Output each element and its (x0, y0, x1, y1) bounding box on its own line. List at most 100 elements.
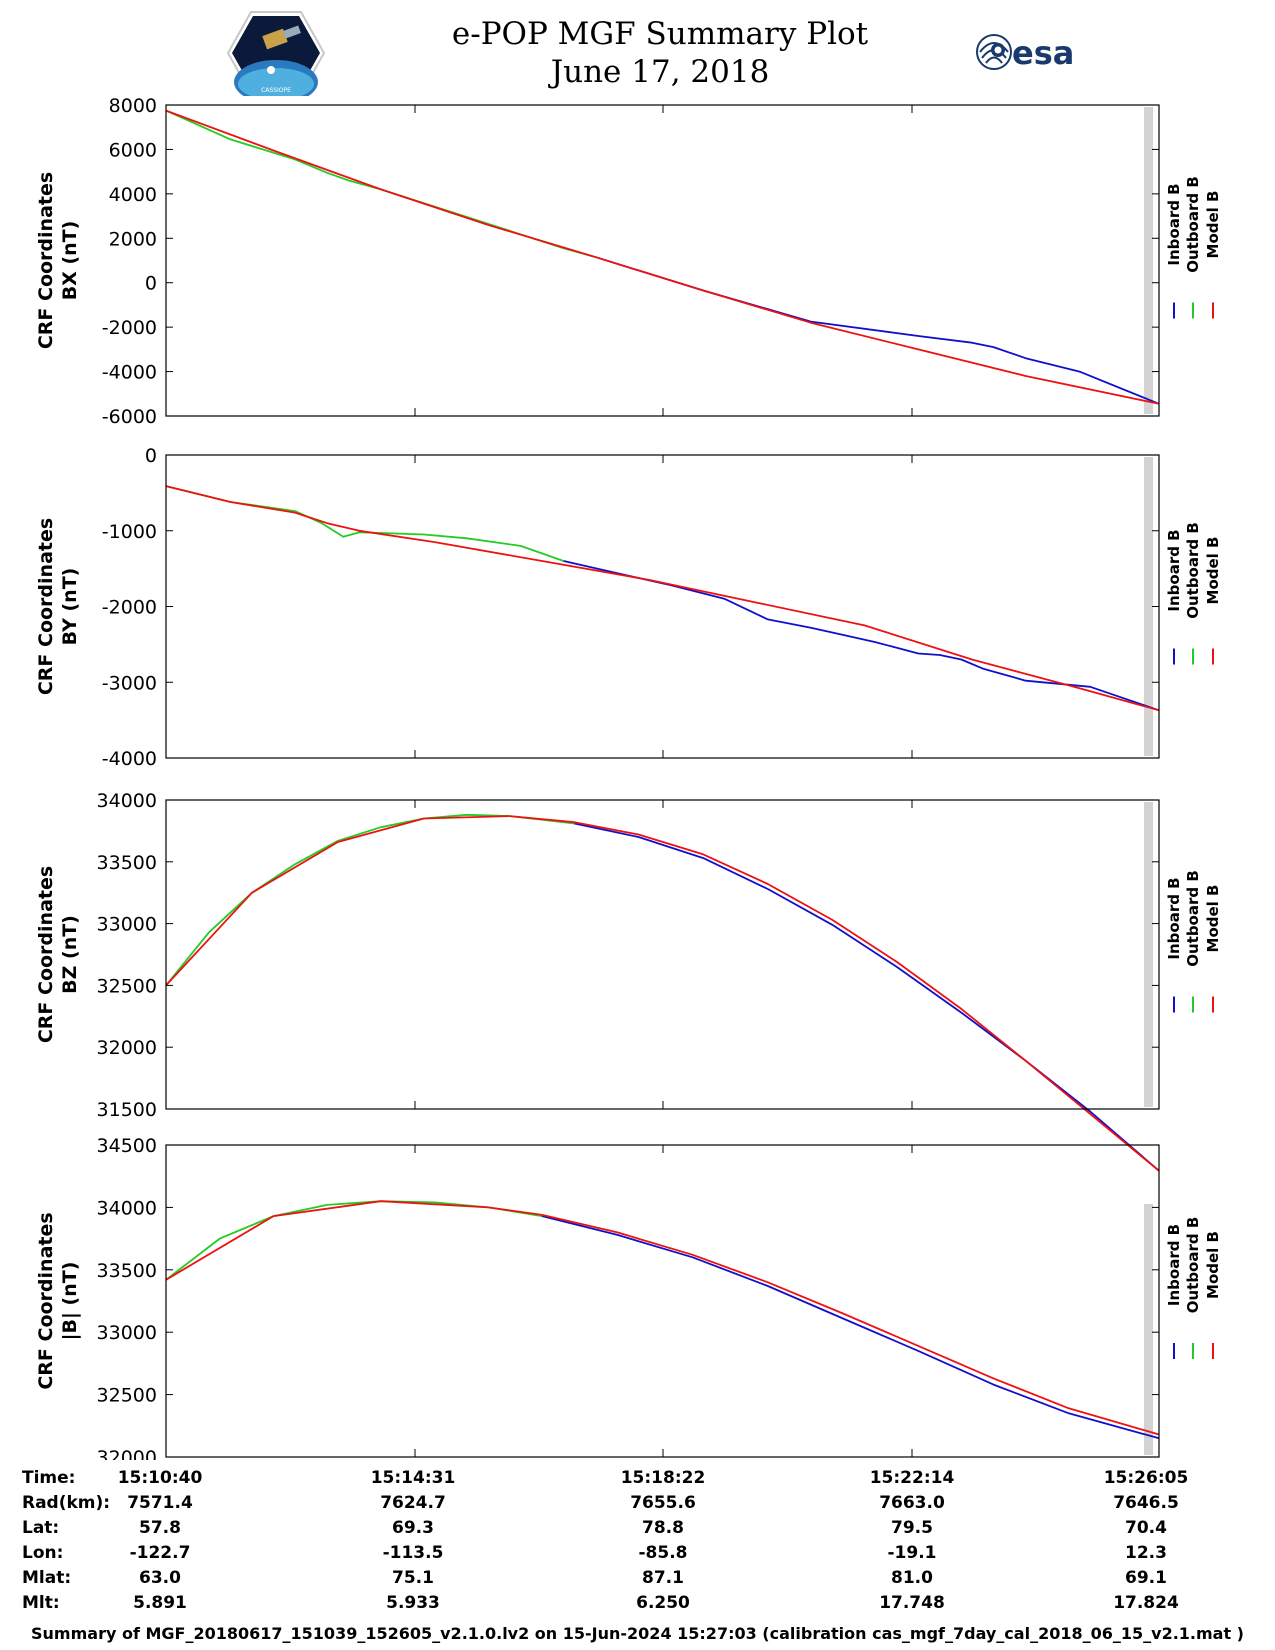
series-line-outboard-b (165, 485, 564, 562)
legend-label-outboard: Outboard B (1184, 522, 1202, 619)
data-gap-band (1144, 107, 1153, 414)
ephemeris-value-rad: 7646.5 (1113, 1493, 1179, 1513)
esa-logo-text: esa (1012, 34, 1074, 72)
series-line-inboard-b (541, 1215, 1160, 1440)
mgf-summary-charts: 8000 6000 4000 2000 0 -2000 -4000 -6000 CRF Coor… (35, 95, 1222, 1460)
legend-label-outboard: Outboard B (1184, 870, 1202, 967)
ephemeris-row-label: Rad(km): (22, 1493, 111, 1513)
y-tick-label: 0 (145, 445, 157, 467)
ephemeris-row-label: Lon: (22, 1543, 64, 1563)
chart-panel-4: 34500 34000 33500 33000 32500 32000 CRF Coordi… (35, 1135, 1222, 1460)
y-tick-label: -4000 (102, 748, 157, 770)
ephemeris-value-lon: -19.1 (887, 1543, 937, 1563)
y-tick-label: -6000 (102, 406, 157, 428)
legend-label-outboard: Outboard B (1184, 176, 1202, 273)
y-tick-label: 32500 (97, 975, 157, 997)
plot-title: e-POP MGF Summary Plot (451, 16, 869, 52)
y-tick-label: 34500 (97, 1135, 157, 1157)
series-line-model-b (165, 109, 1160, 405)
legend-label-model: Model B (1204, 191, 1222, 259)
y-tick-label: 33500 (97, 852, 157, 874)
ephemeris-value-rad: 7624.7 (380, 1493, 446, 1513)
data-gap-band (1144, 1204, 1153, 1455)
ephemeris-value-lat: 78.8 (642, 1518, 684, 1538)
series-line-outboard-b (165, 109, 597, 259)
plot-frame (165, 454, 1160, 759)
ephemeris-value-rad: 7571.4 (127, 1493, 193, 1513)
series-line-model-b (165, 485, 1160, 712)
ephemeris-value-time: 15:18:22 (620, 1468, 706, 1488)
series-line-inboard-b (563, 560, 1160, 712)
y-tick-label: 34000 (97, 1197, 157, 1219)
y-tick-label: -4000 (102, 362, 157, 384)
y-axis-unit-label: |B| (nT) (59, 1262, 81, 1341)
ephemeris-value-lat: 70.4 (1125, 1518, 1167, 1538)
ephemeris-value-mlt: 5.891 (133, 1593, 187, 1613)
y-axis-label: CRF Coordinates (35, 866, 57, 1043)
legend-label-outboard: Outboard B (1184, 1217, 1202, 1314)
y-tick-label: 32000 (97, 1447, 157, 1460)
data-gap-band (1144, 802, 1153, 1107)
ephemeris-row-label: Lat: (22, 1518, 60, 1538)
legend-label-model: Model B (1204, 1231, 1222, 1299)
ephemeris-value-lon: 12.3 (1125, 1543, 1167, 1563)
chart-panel-1: 8000 6000 4000 2000 0 -2000 -4000 -6000 CRF Coor… (35, 95, 1222, 428)
ephemeris-value-lat: 79.5 (891, 1518, 933, 1538)
y-tick-label: -1000 (102, 521, 157, 543)
series-line-outboard-b (165, 1200, 543, 1281)
y-axis-unit-label: BX (nT) (59, 221, 81, 301)
ephemeris-row-label: Mlt: (22, 1593, 60, 1613)
chart-panel-2: 0 -1000 -2000 -3000 -4000 CRF Coordinates BY (… (35, 445, 1222, 770)
y-tick-label: -2000 (102, 597, 157, 619)
y-axis-unit-label: BZ (nT) (59, 915, 81, 994)
y-axis-label: CRF Coordinates (35, 172, 57, 349)
y-tick-label: 33500 (97, 1260, 157, 1282)
ephemeris-value-time: 15:14:31 (370, 1468, 456, 1488)
ephemeris-value-mlat: 81.0 (891, 1568, 933, 1588)
ephemeris-value-lon: -85.8 (638, 1543, 688, 1563)
data-gap-band (1144, 457, 1153, 756)
y-tick-label: 34000 (97, 790, 157, 812)
y-tick-label: 4000 (109, 184, 157, 206)
ephemeris-value-mlt: 6.250 (636, 1593, 690, 1613)
series-line-inboard-b (595, 256, 1160, 405)
ephemeris-row-label: Time: (22, 1468, 76, 1488)
legend-label-inboard: Inboard B (1165, 529, 1183, 611)
series-line-model-b (165, 815, 1160, 1172)
ephemeris-value-lon: -113.5 (382, 1543, 444, 1563)
cassiope-logo-text: CASSIOPE (261, 87, 291, 94)
y-tick-label: 32500 (97, 1385, 157, 1407)
chart-panel-3: 34000 33500 33000 32500 32000 31500 CRF Coordi… (35, 790, 1222, 1172)
legend-label-inboard: Inboard B (1165, 1224, 1183, 1306)
plot-frame (165, 799, 1160, 1110)
ephemeris-value-mlt: 5.933 (386, 1593, 440, 1613)
ephemeris-value-mlat: 87.1 (642, 1568, 684, 1588)
y-tick-label: 31500 (97, 1099, 157, 1121)
y-tick-label: 2000 (109, 228, 157, 250)
y-axis-label: CRF Coordinates (35, 518, 57, 695)
ephemeris-value-lon: -122.7 (129, 1543, 191, 1563)
plot-frame (165, 104, 1160, 417)
y-tick-label: 33000 (97, 1322, 157, 1344)
ephemeris-value-lat: 69.3 (392, 1518, 434, 1538)
ephemeris-value-mlat: 75.1 (392, 1568, 434, 1588)
y-tick-label: 0 (145, 273, 157, 295)
series-line-inboard-b (574, 822, 1160, 1172)
legend-label-inboard: Inboard B (1165, 183, 1183, 265)
ephemeris-value-time: 15:26:05 (1103, 1468, 1189, 1488)
legend-label-inboard: Inboard B (1165, 877, 1183, 959)
y-axis-unit-label: BY (nT) (59, 568, 81, 646)
y-tick-label: -2000 (102, 317, 157, 339)
legend-label-model: Model B (1204, 537, 1222, 605)
series-line-model-b (165, 1200, 1160, 1436)
ephemeris-value-time: 15:22:14 (869, 1468, 955, 1488)
plot-date: June 17, 2018 (550, 54, 770, 90)
y-tick-label: 33000 (97, 914, 157, 936)
ephemeris-value-mlat: 63.0 (139, 1568, 181, 1588)
plot-frame (165, 1144, 1160, 1458)
ephemeris-value-lat: 57.8 (139, 1518, 181, 1538)
esa-logo: esa (976, 34, 1074, 72)
y-axis-label: CRF Coordinates (35, 1212, 57, 1389)
y-tick-label: 8000 (109, 95, 157, 117)
cassiope-mission-logo: CASSIOPE (226, 11, 326, 96)
